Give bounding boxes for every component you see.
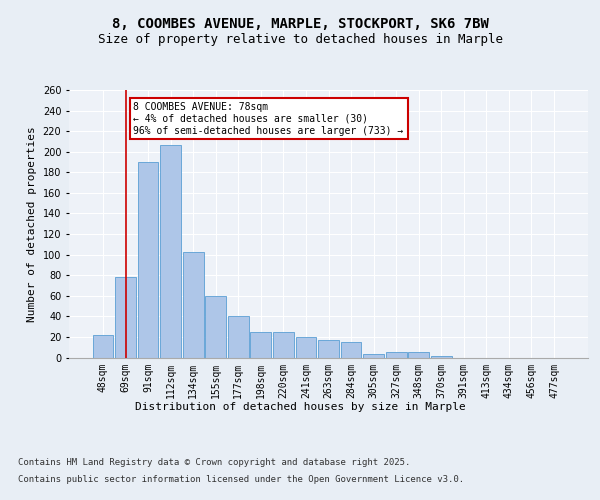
Bar — [296, 337, 316, 357]
Bar — [386, 352, 407, 358]
Bar — [92, 335, 113, 357]
Bar — [318, 340, 339, 357]
Bar — [160, 144, 181, 358]
Bar — [115, 277, 136, 357]
Bar — [341, 342, 361, 357]
Bar — [409, 352, 429, 358]
Bar — [273, 332, 294, 357]
Bar — [183, 252, 203, 358]
Text: Contains public sector information licensed under the Open Government Licence v3: Contains public sector information licen… — [18, 474, 464, 484]
Text: Size of property relative to detached houses in Marple: Size of property relative to detached ho… — [97, 32, 503, 46]
Bar — [431, 356, 452, 358]
Text: Distribution of detached houses by size in Marple: Distribution of detached houses by size … — [134, 402, 466, 412]
Text: 8 COOMBES AVENUE: 78sqm
← 4% of detached houses are smaller (30)
96% of semi-det: 8 COOMBES AVENUE: 78sqm ← 4% of detached… — [133, 102, 404, 136]
Bar — [363, 354, 384, 358]
Bar — [137, 162, 158, 358]
Bar — [250, 332, 271, 357]
Bar — [228, 316, 248, 358]
Text: Contains HM Land Registry data © Crown copyright and database right 2025.: Contains HM Land Registry data © Crown c… — [18, 458, 410, 467]
Y-axis label: Number of detached properties: Number of detached properties — [27, 126, 37, 322]
Text: 8, COOMBES AVENUE, MARPLE, STOCKPORT, SK6 7BW: 8, COOMBES AVENUE, MARPLE, STOCKPORT, SK… — [112, 18, 488, 32]
Bar — [205, 296, 226, 358]
